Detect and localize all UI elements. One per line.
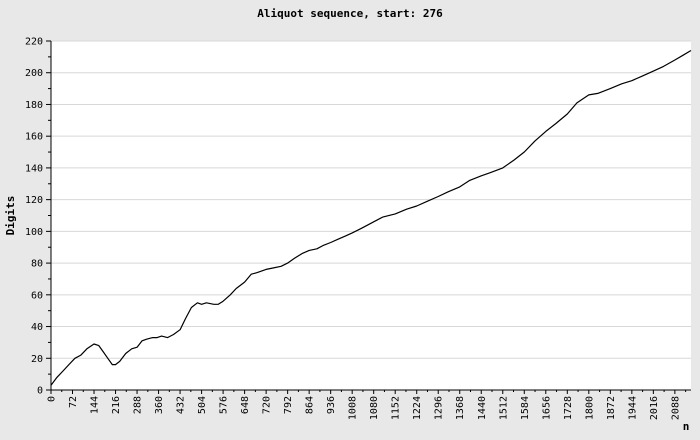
x-tick-label: 144: [90, 396, 101, 414]
x-tick-label: 2088: [670, 396, 681, 420]
x-tick-label: 432: [176, 396, 187, 414]
x-tick-label: 1296: [434, 396, 445, 420]
y-tick-label: 220: [25, 37, 43, 48]
x-tick-label: 1440: [477, 396, 488, 420]
x-tick-label: 288: [133, 396, 144, 414]
y-tick-label: 200: [25, 68, 43, 79]
x-tick-label: 504: [197, 396, 208, 414]
y-tick-label: 120: [25, 195, 43, 206]
x-axis-title: n: [683, 420, 690, 433]
x-tick-label: 648: [240, 396, 251, 414]
plot-area: [51, 41, 691, 390]
x-tick-label: 216: [111, 396, 122, 414]
x-tick-label: 1584: [520, 396, 531, 420]
x-tick-label: 1800: [584, 396, 595, 420]
y-tick-label: 0: [37, 386, 43, 397]
y-tick-label: 40: [31, 322, 43, 333]
x-tick-label: 360: [154, 396, 165, 414]
x-tick-label: 792: [283, 396, 294, 414]
x-tick-label: 1368: [455, 396, 466, 420]
x-tick-label: 1728: [563, 396, 574, 420]
x-tick-label: 1080: [369, 396, 380, 420]
y-tick-label: 140: [25, 163, 43, 174]
y-tick-label: 80: [31, 259, 43, 270]
x-tick-label: 720: [262, 396, 273, 414]
x-tick-label: 2016: [649, 396, 660, 420]
x-tick-label: 1944: [627, 396, 638, 420]
x-tick-label: 1008: [348, 396, 359, 420]
x-tick-label: 1512: [498, 396, 509, 420]
chart-title: Aliquot sequence, start: 276: [257, 7, 443, 20]
x-tick-label: 72: [68, 396, 79, 408]
x-tick-label: 0: [47, 396, 58, 402]
x-tick-label: 1152: [391, 396, 402, 420]
y-tick-label: 100: [25, 227, 43, 238]
y-tick-label: 60: [31, 290, 43, 301]
y-axis-title: Digits: [4, 196, 17, 236]
x-tick-label: 576: [219, 396, 230, 414]
x-tick-label: 1224: [412, 396, 423, 420]
x-tick-label: 864: [305, 396, 316, 414]
y-tick-label: 180: [25, 100, 43, 111]
data-series-line: [50, 49, 692, 386]
x-tick-label: 1656: [541, 396, 552, 420]
x-tick-label: 936: [326, 396, 337, 414]
y-tick-label: 20: [31, 354, 43, 365]
y-tick-label: 160: [25, 132, 43, 143]
x-tick-label: 1872: [606, 396, 617, 420]
